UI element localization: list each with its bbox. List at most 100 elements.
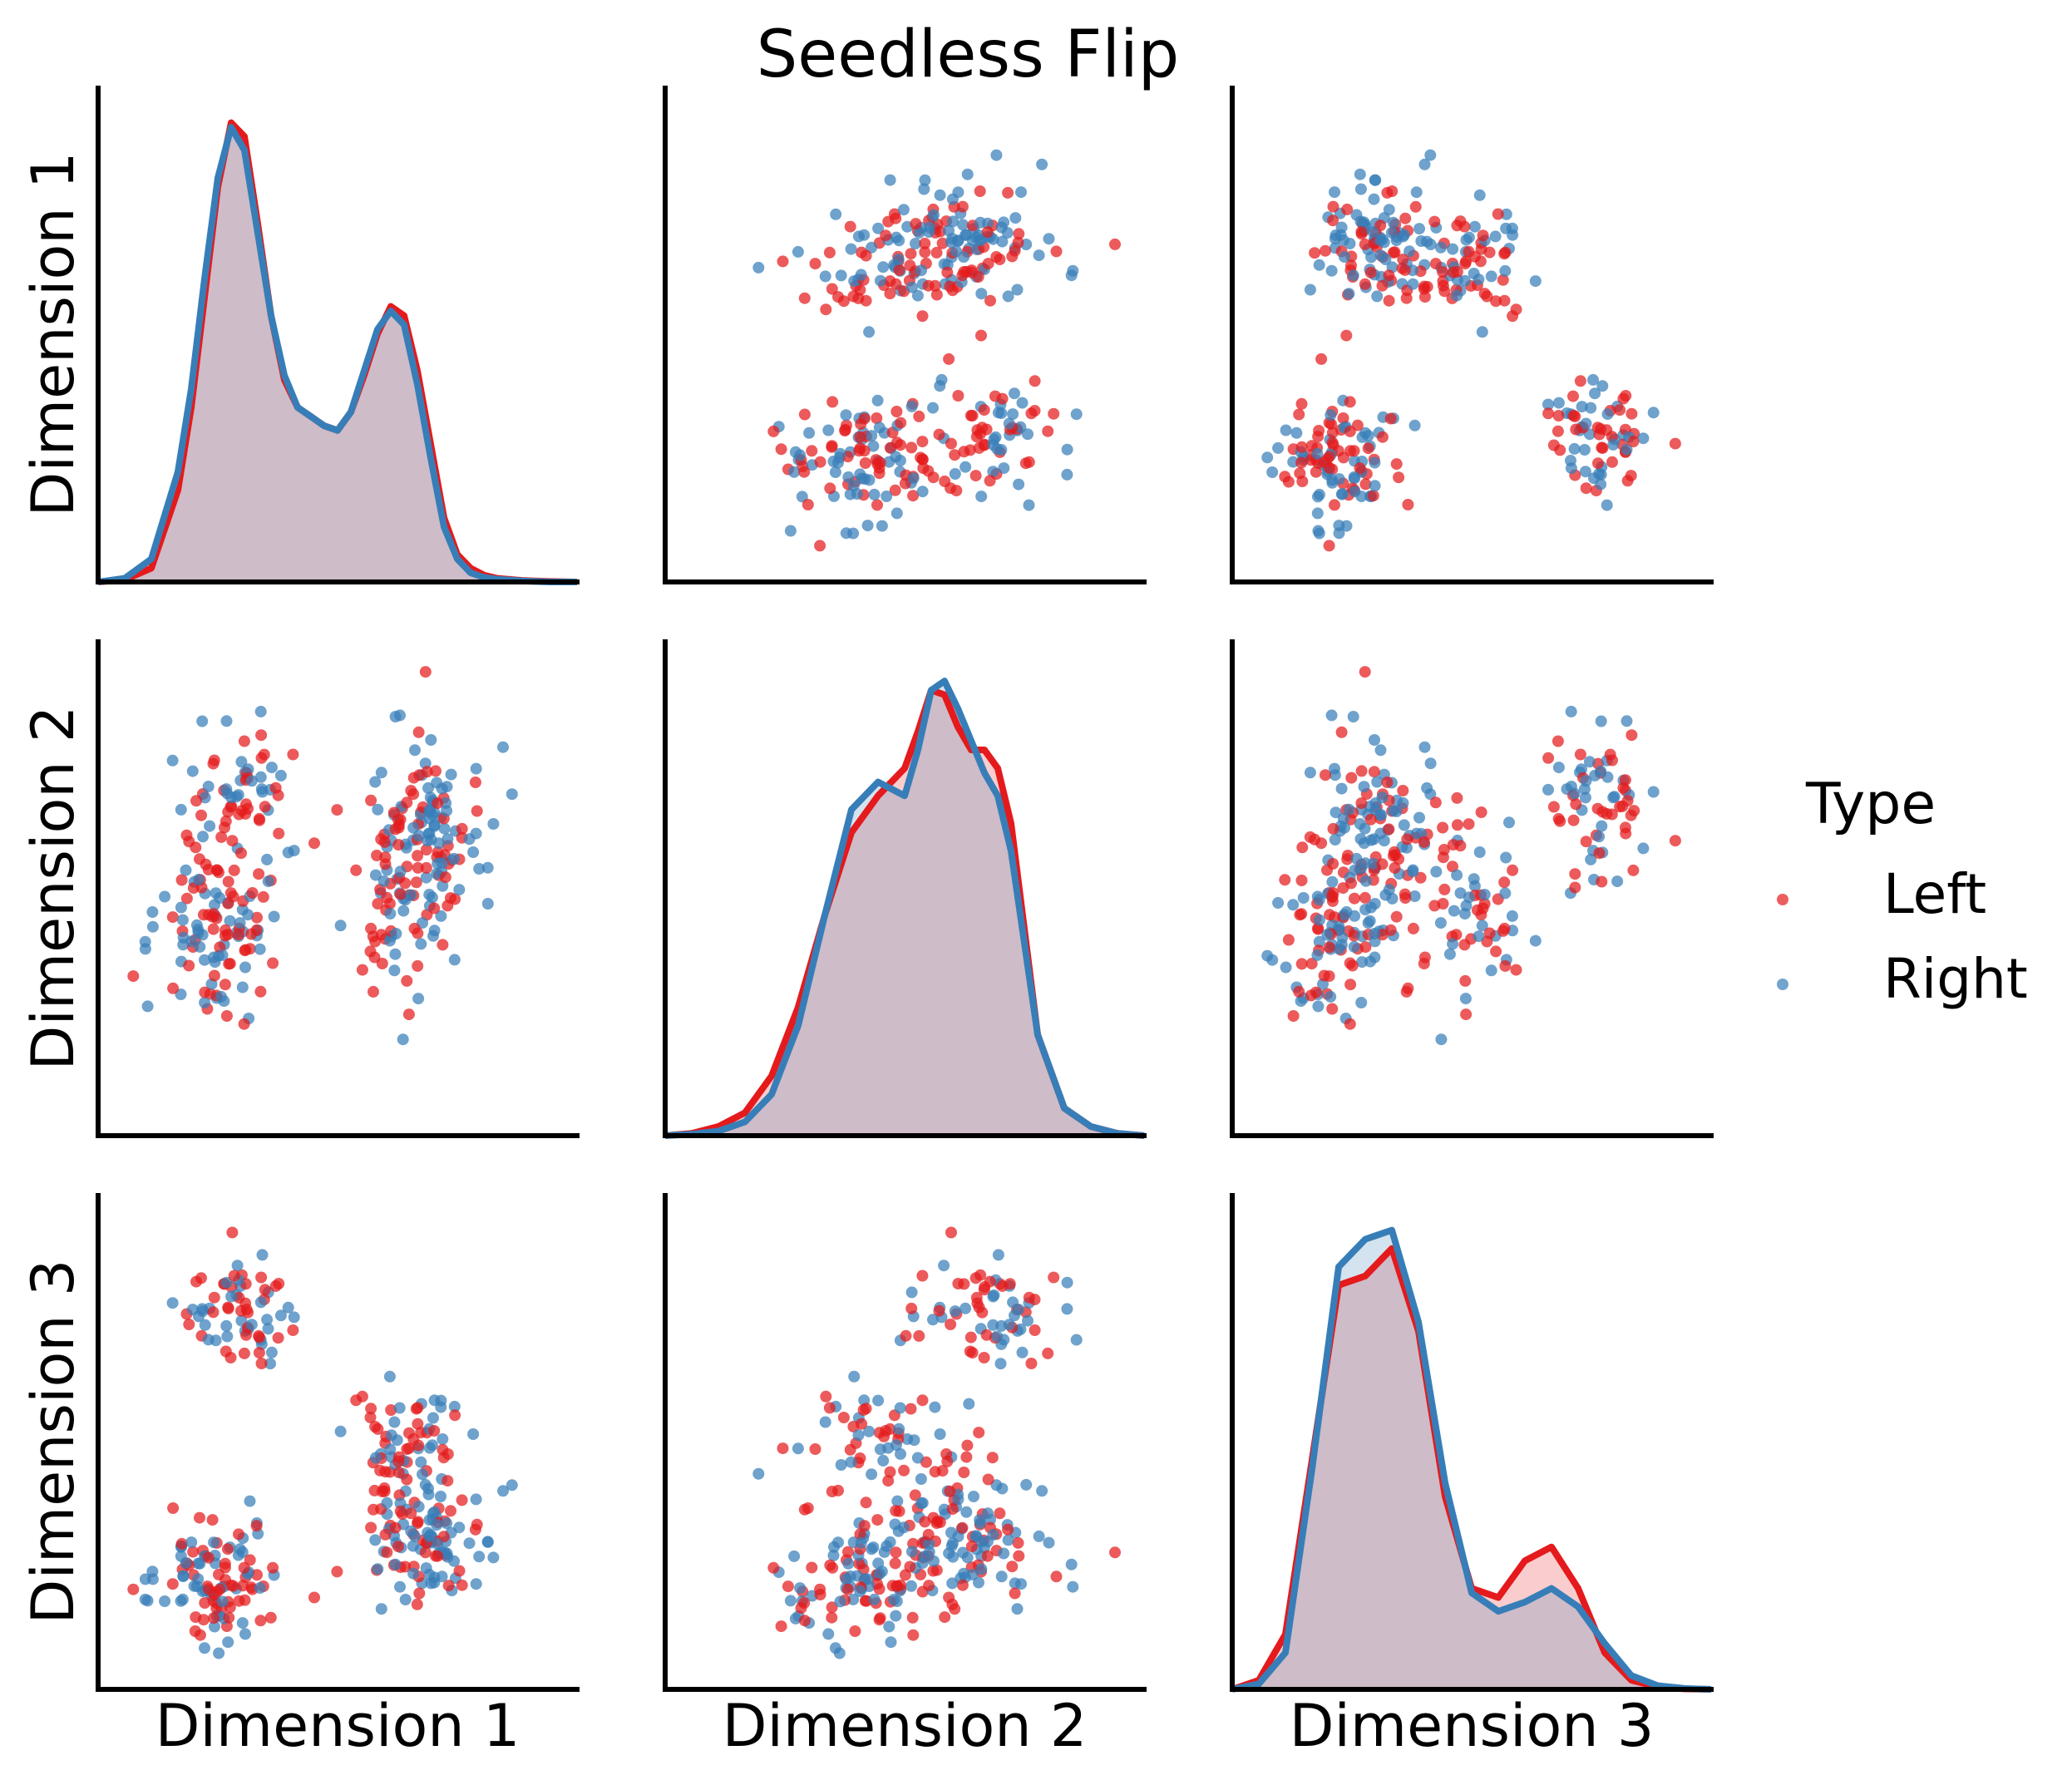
scatter-point-left (269, 781, 282, 794)
scatter-point-left (895, 417, 907, 429)
scatter-point-right (1272, 897, 1285, 909)
scatter-point-left (1402, 499, 1414, 510)
scatter-point-left (1312, 923, 1325, 935)
scatter-point-left (1625, 809, 1637, 821)
scatter-point-left (223, 1611, 235, 1624)
scatter-point-right (963, 1398, 975, 1410)
scatter-point-left (945, 1226, 957, 1239)
scatter-point-right (375, 767, 387, 779)
scatter-point-right (1410, 186, 1423, 199)
scatter-point-left (392, 839, 405, 851)
scatter-point-right (1503, 816, 1515, 829)
scatter-point-right (995, 1319, 1008, 1332)
scatter-point-right (996, 1482, 1009, 1495)
scatter-point-left (1614, 801, 1626, 813)
scatter-point-right (436, 1570, 448, 1583)
scatter-point-left (859, 1595, 871, 1607)
scatter-point-left (1320, 769, 1331, 781)
scatter-point-right (208, 1536, 220, 1549)
scatter-point-left (420, 861, 432, 874)
scatter-point-left (982, 258, 994, 270)
scatter-point-right (1473, 274, 1485, 286)
scatter-point-right (261, 853, 274, 865)
scatter-point-right (1329, 834, 1341, 846)
scatter-point-right (1287, 899, 1300, 911)
scatter-point-left (981, 226, 994, 238)
scatter-point-right (1067, 1580, 1079, 1593)
scatter-point-left (1029, 1324, 1041, 1336)
scatter-point-right (506, 1479, 518, 1491)
scatter-point-left (1418, 280, 1430, 293)
scatter-point-right (845, 243, 857, 255)
scatter-point-right (1588, 472, 1600, 485)
scatter-point-left (978, 404, 990, 417)
scatter-point-left (1393, 471, 1405, 484)
scatter-point-left (1481, 290, 1493, 303)
scatter-point-left (842, 1546, 854, 1558)
scatter-point-left (849, 1625, 861, 1637)
scatter-point-right (994, 1358, 1007, 1370)
scatter-point-left (1617, 392, 1630, 405)
scatter-point-right (1576, 401, 1588, 413)
scatter-point-left (814, 1589, 826, 1600)
scatter-point-right (1499, 887, 1512, 900)
scatter-point-right (1458, 274, 1471, 287)
scatter-point-right (1009, 1309, 1020, 1322)
scatter-point-left (1498, 876, 1511, 889)
scatter-point-right (194, 1557, 206, 1570)
scatter-point-right (1397, 230, 1409, 243)
scatter-point-left (238, 1561, 250, 1574)
scatter-point-left (945, 1319, 957, 1330)
scatter-point-left (239, 807, 252, 820)
scatter-point-right (506, 788, 518, 801)
scatter-point-left (1296, 841, 1309, 854)
scatter-point-left (430, 765, 442, 777)
scatter-point-left (1574, 748, 1586, 761)
kde-fill-left-dim3 (1232, 1248, 1711, 1689)
scatter-point-right (441, 1547, 453, 1560)
scatter-point-right (470, 1493, 482, 1506)
scatter-point-left (1570, 798, 1582, 811)
scatter-point-left (1279, 874, 1291, 886)
scatter-point-left (909, 1489, 921, 1501)
scatter-point-left (471, 805, 483, 817)
scatter-point-right (412, 1501, 425, 1513)
scatter-point-right (453, 884, 466, 896)
scatter-point-right (264, 1358, 276, 1370)
scatter-point-left (365, 794, 377, 806)
scatter-point-left (919, 237, 931, 249)
scatter-point-right (1499, 264, 1512, 277)
scatter-point-left (922, 279, 935, 292)
scatter-point-left (195, 809, 207, 821)
panel-grid (96, 86, 1714, 1693)
scatter-point-left (442, 1448, 454, 1460)
scatter-point-right (1033, 249, 1045, 262)
scatter-point-right (159, 1595, 171, 1607)
scatter-point-right (1326, 875, 1339, 888)
scatter-point-right (938, 1503, 950, 1516)
scatter-point-left (412, 1517, 424, 1530)
scatter-point-left (775, 1620, 787, 1633)
scatter-point-right (910, 238, 921, 249)
scatter-point-right (175, 803, 187, 816)
scatter-point-left (906, 1611, 919, 1624)
scatter-point-right (420, 871, 432, 884)
scatter-point-left (823, 1402, 836, 1414)
scatter-point-left (1626, 407, 1638, 420)
scatter-point-left (287, 748, 299, 761)
scatter-point-left (826, 1601, 838, 1614)
scatter-point-left (1042, 425, 1054, 437)
scatter-point-left (961, 1439, 974, 1452)
scatter-point-right (1447, 243, 1459, 255)
scatter-point-left (814, 540, 826, 552)
scatter-point-right (1295, 995, 1307, 1008)
kde-fill-right-dim3 (1232, 1230, 1711, 1689)
scatter-point-left (350, 1394, 363, 1407)
scatter-point-right (881, 491, 893, 502)
scatter-point-right (1398, 819, 1410, 831)
scatter-point-right (854, 468, 866, 481)
scatter-point-right (822, 1628, 835, 1640)
scatter-point-right (1596, 820, 1608, 832)
scatter-point-left (432, 797, 444, 810)
scatter-point-right (262, 1323, 274, 1335)
